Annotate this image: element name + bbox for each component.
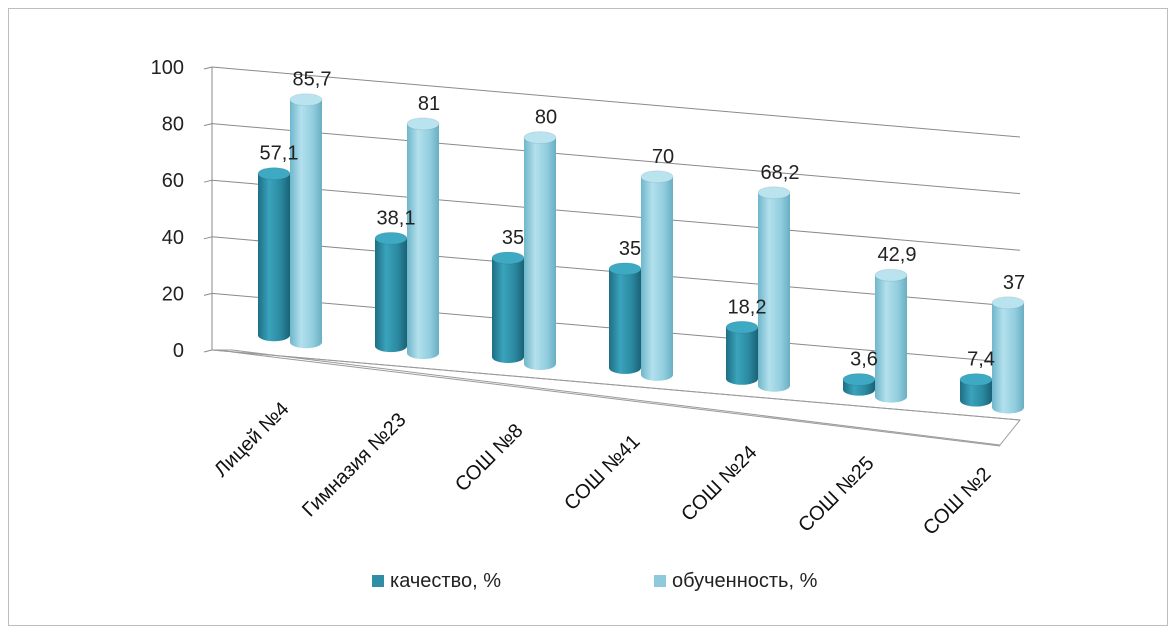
bar xyxy=(640,170,674,381)
bar-body xyxy=(960,379,992,407)
x-tick-label: СОШ №25 xyxy=(794,452,878,536)
bar-body xyxy=(992,302,1024,414)
data-label: 85,7 xyxy=(293,69,332,91)
bar-top xyxy=(959,373,993,387)
bar-top xyxy=(289,93,323,107)
bar xyxy=(406,117,440,360)
y-tick-mark xyxy=(203,66,213,70)
bar xyxy=(523,131,557,370)
bar-body xyxy=(258,173,290,342)
bar xyxy=(991,296,1025,414)
bar xyxy=(374,231,408,353)
bar-top xyxy=(608,262,642,276)
bar-top xyxy=(374,231,408,245)
data-label: 7,4 xyxy=(967,349,995,371)
bar xyxy=(874,268,908,403)
x-tick-label: Гимназия №23 xyxy=(298,409,410,521)
x-tick-label: СОШ №8 xyxy=(451,420,527,496)
bar-top xyxy=(991,296,1025,310)
data-label: 37 xyxy=(1003,272,1025,294)
bar-body xyxy=(407,123,439,360)
bar xyxy=(757,186,791,392)
legend-swatch xyxy=(654,575,666,587)
gridline xyxy=(211,179,1021,251)
data-label: 70 xyxy=(652,146,674,168)
floor-plane xyxy=(211,349,1021,446)
bar-body xyxy=(875,275,907,403)
data-label: 42,9 xyxy=(878,244,917,266)
chart-frame xyxy=(8,8,1168,626)
bar-body xyxy=(524,137,556,370)
legend-swatch xyxy=(372,575,384,587)
bar xyxy=(725,320,759,385)
bar xyxy=(608,262,642,374)
bar-top xyxy=(523,131,557,145)
bar-top xyxy=(640,170,674,184)
bar-body xyxy=(290,99,322,349)
y-tick-mark xyxy=(203,236,213,240)
y-tick-label: 100 xyxy=(151,57,184,79)
bar-top xyxy=(725,320,759,334)
data-label: 18,2 xyxy=(728,296,767,318)
data-label: 35 xyxy=(502,227,524,249)
gridline xyxy=(211,66,1021,138)
bar-body xyxy=(492,257,524,364)
x-tick-label: СОШ №24 xyxy=(677,442,761,526)
data-labels: 57,1 85,7 38,1 81 35 80 35 70 18,2 68,2 3,6 42,9 7,4… xyxy=(260,69,1026,371)
data-label: 80 xyxy=(535,107,557,129)
legend-label: обученность, % xyxy=(672,570,818,592)
y-tick-label: 20 xyxy=(162,283,184,305)
gridline xyxy=(211,123,1021,195)
y-tick-mark xyxy=(203,179,213,183)
legend-label: качество, % xyxy=(390,570,501,592)
bar-body xyxy=(726,327,758,385)
legend: качество, % обученность, % xyxy=(372,570,818,592)
y-tick-mark xyxy=(203,292,213,296)
bar-top xyxy=(406,117,440,131)
bar-top xyxy=(842,372,876,386)
bar xyxy=(257,167,291,342)
bars xyxy=(257,93,1025,414)
x-tick-label: СОШ №2 xyxy=(919,463,995,539)
bar xyxy=(491,251,525,364)
y-tick-mark xyxy=(203,123,213,127)
bar-body xyxy=(758,192,790,392)
bar-top xyxy=(257,167,291,181)
bar xyxy=(959,373,993,407)
y-tick-label: 0 xyxy=(173,340,184,362)
bar-top xyxy=(491,251,525,265)
data-label: 38,1 xyxy=(377,207,416,229)
data-label: 3,6 xyxy=(850,348,878,370)
data-label: 57,1 xyxy=(260,143,299,165)
bar-top xyxy=(757,186,791,200)
bar-body xyxy=(609,268,641,374)
x-tick-label: СОШ №41 xyxy=(560,431,644,515)
y-tick-label: 60 xyxy=(162,170,184,192)
data-label: 35 xyxy=(619,238,641,260)
y-tick-mark xyxy=(203,349,213,353)
data-label: 81 xyxy=(418,93,440,115)
bar-body xyxy=(641,176,673,381)
y-tick-label: 40 xyxy=(162,227,184,249)
y-tick-label: 80 xyxy=(162,114,184,136)
data-label: 68,2 xyxy=(761,162,800,184)
x-tick-label: Лицей №4 xyxy=(210,398,293,481)
bar-top xyxy=(874,268,908,282)
bar xyxy=(289,93,323,349)
bar-body xyxy=(375,238,407,353)
x-axis-line xyxy=(231,351,1001,447)
bar xyxy=(842,372,876,396)
